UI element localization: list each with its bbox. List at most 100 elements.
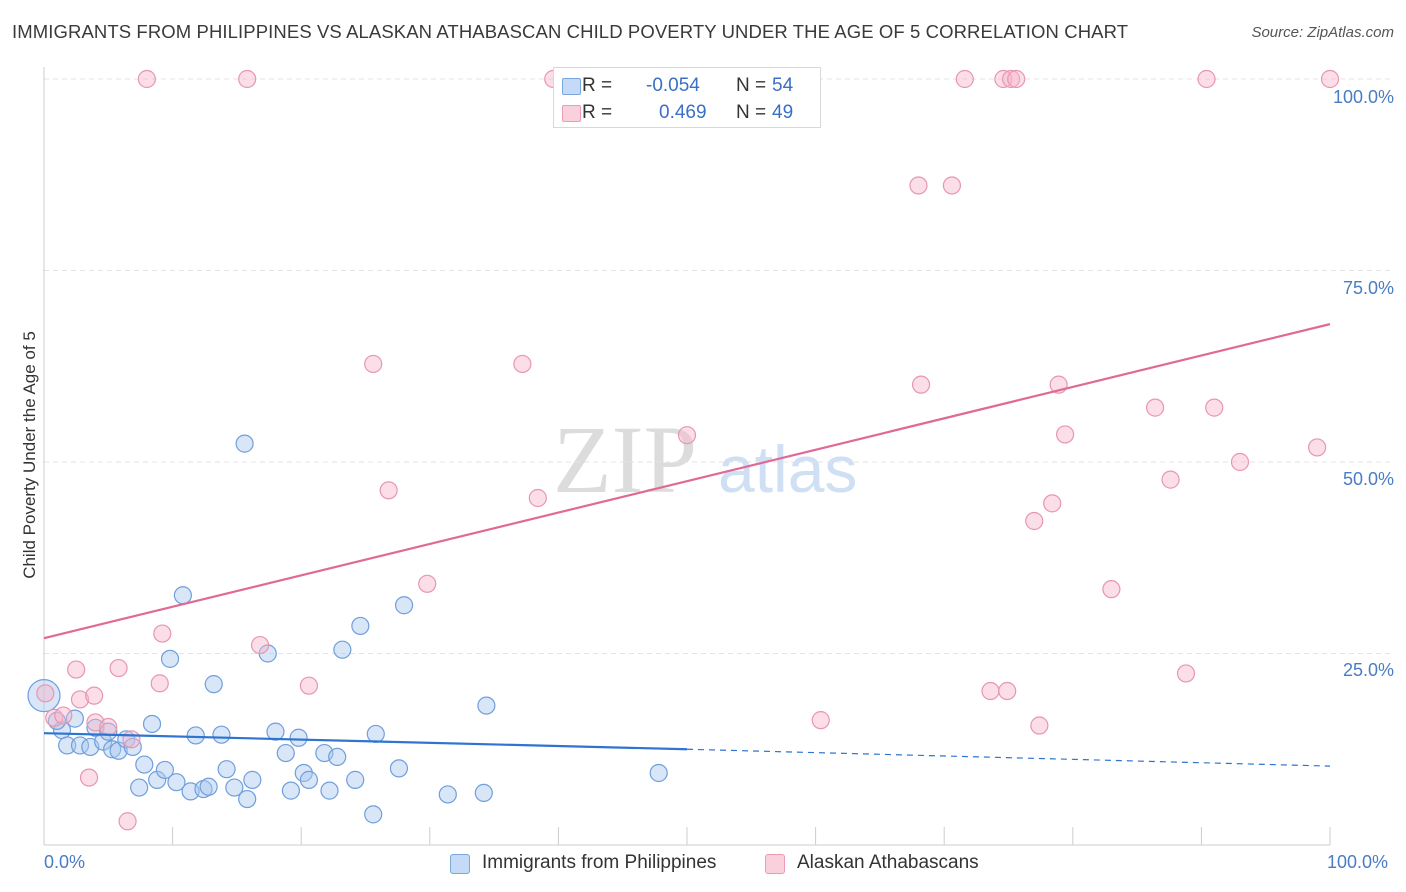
- legend-n-value: 54: [772, 75, 794, 96]
- athabascan-point: [54, 706, 73, 725]
- athabascan-point: [418, 574, 437, 593]
- y-tick-75: 75.0%: [1342, 278, 1394, 298]
- philippines-point: [351, 616, 370, 636]
- series-swatch-pink: [765, 854, 785, 874]
- philippines-point: [199, 777, 218, 796]
- series-label-philippines: Immigrants from Philippines: [482, 852, 717, 873]
- athabascan-point: [513, 354, 532, 374]
- philippines-point: [474, 783, 493, 803]
- stats-legend: R = -0.054 N = 54 R = 0.469 N = 49: [553, 67, 821, 128]
- athabascan-point: [911, 375, 931, 394]
- philippines-point: [649, 763, 668, 783]
- athabascan-point: [942, 176, 962, 195]
- philippines-point: [366, 724, 385, 744]
- athabascan-point: [1007, 69, 1026, 89]
- athabascan-point: [250, 635, 270, 655]
- y-tick-100: 100.0%: [1332, 87, 1394, 107]
- athabascan-point: [677, 426, 697, 445]
- athabascan-point: [1001, 69, 1021, 89]
- philippines-point: [130, 778, 149, 797]
- philippines-point: [394, 596, 414, 615]
- athabascan-point: [1230, 452, 1250, 472]
- philippines-point: [389, 759, 409, 778]
- philippines-point: [276, 743, 295, 763]
- x-tick-0: 0.0%: [44, 852, 86, 872]
- athabascan-point: [1308, 438, 1327, 457]
- legend-r-value: 0.469: [659, 102, 707, 123]
- chart-title: IMMIGRANTS FROM PHILIPPINES VS ALASKAN A…: [12, 21, 1129, 42]
- philippines-point: [167, 773, 186, 792]
- athabascan-point: [1320, 69, 1340, 89]
- philippines-point: [217, 760, 236, 779]
- athabascan-point: [909, 176, 928, 195]
- athabascan-point: [1161, 470, 1180, 489]
- athabascan-point: [70, 690, 90, 709]
- athabascan-point: [122, 730, 141, 749]
- philippines-point: [299, 770, 319, 789]
- philippines-trend-extension: [686, 748, 1331, 767]
- series-swatch-blue: [450, 854, 470, 874]
- series-label-athabascans: Alaskan Athabascans: [797, 852, 979, 873]
- philippines-trend-line: [43, 732, 688, 751]
- philippines-point: [235, 434, 254, 453]
- athabascan-point: [1176, 664, 1196, 683]
- philippines-point: [212, 725, 231, 744]
- athabascan-point: [36, 684, 55, 703]
- athabascan-point: [1205, 398, 1224, 417]
- athabascan-point: [528, 488, 547, 508]
- athabascan-point: [1030, 716, 1049, 735]
- philippines-point: [142, 714, 162, 734]
- y-axis-label: Child Poverty Under the Age of 5: [20, 331, 39, 579]
- athabascan-point: [299, 676, 319, 695]
- legend-n-label: N =: [736, 75, 767, 96]
- athabascan-point: [379, 481, 398, 500]
- philippines-point: [243, 770, 262, 789]
- philippines-point: [438, 785, 457, 804]
- athabascan-point: [1043, 494, 1062, 513]
- legend-n-value: 49: [772, 102, 794, 123]
- philippines-point: [58, 736, 77, 755]
- athabascan-point: [981, 681, 1000, 701]
- athabascan-point: [1146, 398, 1165, 417]
- athabascan-trend-line: [43, 323, 1331, 640]
- philippines-point: [328, 747, 347, 767]
- philippines-point: [281, 781, 301, 800]
- philippines-point: [364, 805, 383, 824]
- athabascan-point: [1102, 580, 1121, 599]
- legend-r-label: R =: [582, 102, 613, 123]
- philippines-point: [148, 770, 167, 789]
- athabascan-point: [238, 69, 257, 89]
- philippines-point: [160, 649, 180, 668]
- philippines-point: [186, 726, 205, 745]
- athabascan-point: [998, 681, 1017, 701]
- philippines-point: [333, 640, 352, 659]
- y-tick-50: 50.0%: [1342, 469, 1394, 489]
- athabascan-point: [1197, 69, 1216, 89]
- philippines-point: [289, 728, 308, 747]
- legend-swatch-blue: [562, 78, 581, 95]
- athabascan-point: [994, 69, 1013, 89]
- athabascan-point: [118, 812, 137, 831]
- legend-n-label: N =: [736, 102, 767, 123]
- athabascan-point: [109, 658, 128, 678]
- athabascan-point: [150, 674, 169, 693]
- philippines-point: [135, 755, 154, 774]
- philippines-point: [477, 696, 496, 715]
- athabascan-point: [85, 686, 104, 705]
- philippines-point: [65, 709, 84, 728]
- legend-swatch-pink: [562, 105, 581, 122]
- athabascan-point: [137, 69, 156, 89]
- athabascan-point: [99, 717, 118, 737]
- philippines-point: [320, 781, 339, 800]
- athabascan-point: [364, 354, 383, 374]
- philippines-point: [155, 760, 174, 780]
- athabascan-point: [153, 624, 172, 643]
- philippines-point: [204, 675, 223, 694]
- philippines-point: [266, 722, 285, 741]
- philippines-point: [173, 586, 192, 605]
- philippines-point: [346, 770, 365, 789]
- y-tick-25: 25.0%: [1342, 660, 1394, 680]
- source-credit: Source: ZipAtlas.com: [1251, 24, 1394, 41]
- x-tick-100: 100.0%: [1327, 852, 1389, 872]
